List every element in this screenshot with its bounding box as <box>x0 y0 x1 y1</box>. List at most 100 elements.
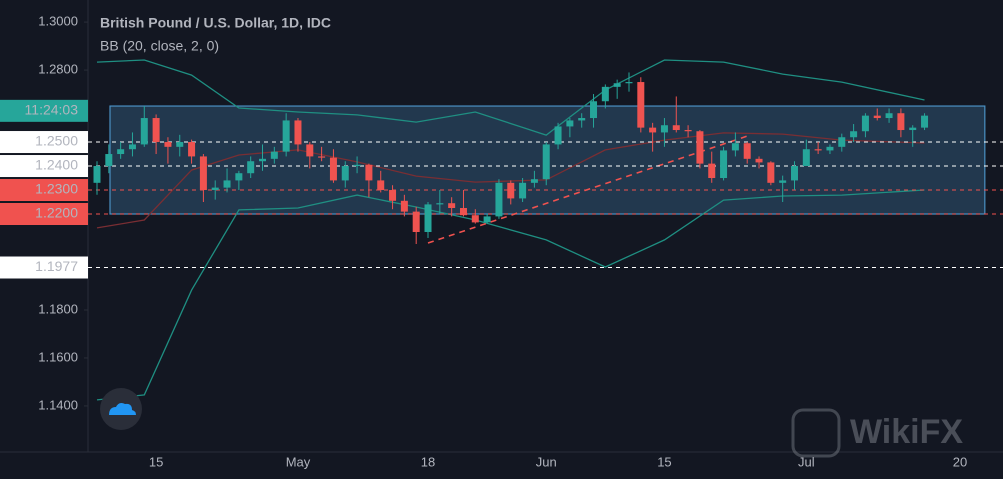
candle-body <box>814 149 822 151</box>
candle-body <box>672 125 680 131</box>
candle-body <box>720 150 728 179</box>
indicator-label: BB (20, close, 2, 0) <box>100 38 219 54</box>
watermark-text: WikiFX <box>850 413 963 451</box>
logo <box>100 388 142 430</box>
trend-line <box>427 134 751 244</box>
candle-body <box>838 137 846 147</box>
y-tick-label: 1.1600 <box>38 349 78 364</box>
candle-body <box>389 190 397 201</box>
price-label-box <box>0 203 88 226</box>
candle-body <box>199 156 207 191</box>
y-tick-label: 1.3000 <box>38 14 78 29</box>
candle-body <box>105 154 113 167</box>
chart-title: British Pound / U.S. Dollar, 1D, IDC <box>100 15 331 31</box>
candle-body <box>270 151 278 159</box>
candle-body <box>625 82 633 84</box>
candle-body <box>424 204 432 232</box>
candle-body <box>542 144 550 180</box>
candle-body <box>223 180 231 188</box>
candle-body <box>353 164 361 167</box>
candle-body <box>696 131 704 164</box>
band-line <box>96 132 925 229</box>
candle-body <box>412 211 420 232</box>
candle-body <box>779 180 787 183</box>
price-label-box <box>0 131 88 154</box>
candle-body <box>459 208 467 216</box>
candle-body <box>128 144 136 150</box>
candle-body <box>649 127 657 133</box>
x-tick-label: 15 <box>149 454 163 469</box>
candle-body <box>306 144 314 157</box>
candle-body <box>613 83 621 87</box>
watermark-icon <box>791 408 841 458</box>
price-label: 1.2400 <box>35 157 78 173</box>
candle-body <box>140 118 148 145</box>
candle-body <box>365 164 373 181</box>
x-tick-label: 20 <box>953 454 967 469</box>
candle-body <box>152 118 160 143</box>
candle-body <box>188 142 196 157</box>
price-label-box <box>0 256 88 279</box>
candle-body <box>93 166 101 183</box>
logo-cloud <box>109 403 136 415</box>
candle-body <box>731 143 739 151</box>
candle-body <box>873 115 881 119</box>
y-tick-label: 1.2800 <box>38 61 78 76</box>
axes: 1.3000 1.2800 1.1800 1.1600 1.1400 15 May 18 Jun… <box>0 14 967 469</box>
candle-body <box>448 203 456 209</box>
candle-body <box>578 118 586 121</box>
candle-body <box>850 131 858 138</box>
y-tick-label: 1.1800 <box>38 301 78 316</box>
candle-body <box>755 158 763 163</box>
candle-body <box>400 200 408 212</box>
candle-body <box>790 166 798 181</box>
candle-body <box>530 179 538 183</box>
candle-body <box>176 142 184 147</box>
x-tick-label: Jun <box>536 454 557 469</box>
candle-body <box>164 142 172 147</box>
price-label-box <box>0 155 88 178</box>
candle-body <box>318 156 326 158</box>
candle-body <box>554 126 562 145</box>
candle-body <box>495 182 503 217</box>
band-line <box>96 59 925 136</box>
candle-body <box>377 180 385 191</box>
x-tick-label: Jul <box>798 454 815 469</box>
candle-body <box>117 149 125 155</box>
candle-body <box>519 182 527 199</box>
candle-body <box>826 146 834 151</box>
candle-body <box>211 187 219 191</box>
timer-label-box <box>0 99 88 122</box>
candle-body <box>708 163 716 179</box>
price-label: 1.2500 <box>35 133 78 149</box>
candle-body <box>294 120 302 145</box>
timer-label: 11:24:03 <box>25 102 79 118</box>
y-tick-label: 1.1400 <box>38 397 78 412</box>
plot-area <box>88 59 1003 401</box>
candle-body <box>259 158 267 162</box>
candle-body <box>897 113 905 131</box>
candle-body <box>861 115 869 132</box>
price-label: 1.2200 <box>35 205 78 221</box>
candle-body <box>601 86 609 102</box>
candle-body <box>767 162 775 183</box>
candle-body <box>247 161 255 174</box>
candle-body <box>235 173 243 181</box>
x-tick-label: May <box>286 454 311 469</box>
candle-body <box>802 149 810 167</box>
candle-body <box>909 127 917 131</box>
price-label-box <box>0 179 88 202</box>
candle-body <box>637 82 645 128</box>
candle-body <box>507 182 515 199</box>
price-label: 1.2300 <box>35 181 78 197</box>
candle-body <box>590 101 598 119</box>
x-tick-label: 15 <box>657 454 671 469</box>
candle-body <box>483 216 491 223</box>
candle-body <box>436 203 444 205</box>
price-label: 1.1977 <box>35 258 78 274</box>
candle-body <box>329 157 337 181</box>
candle-body <box>660 125 668 133</box>
